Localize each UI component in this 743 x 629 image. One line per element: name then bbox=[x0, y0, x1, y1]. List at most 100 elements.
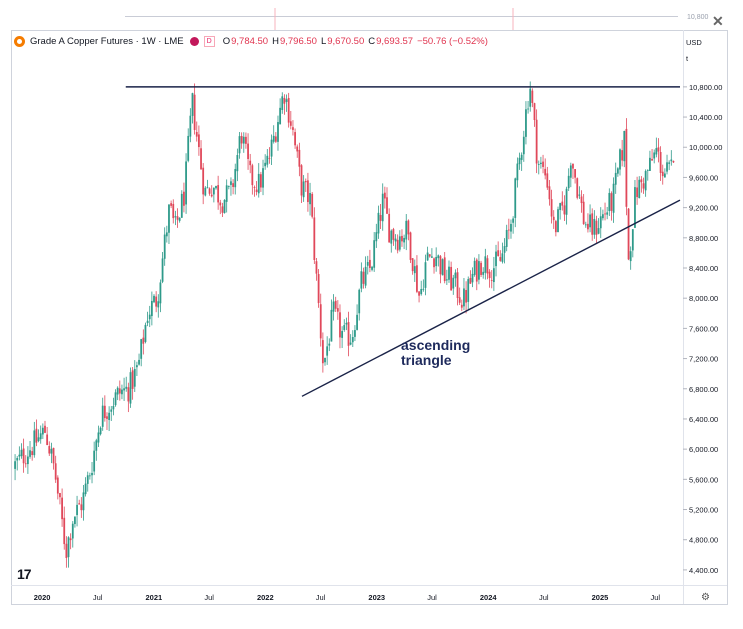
candle-body bbox=[362, 271, 365, 284]
close-icon[interactable]: ✕ bbox=[712, 13, 724, 29]
candle-body bbox=[176, 216, 179, 220]
candle-body bbox=[298, 149, 301, 167]
candle-body bbox=[144, 324, 147, 342]
candle-body bbox=[106, 416, 108, 419]
candle-body bbox=[296, 146, 299, 152]
candle-body bbox=[315, 261, 318, 274]
chart-legend: Grade A Copper Futures · 1W · LME D O9,7… bbox=[14, 33, 492, 49]
symbol-icon[interactable] bbox=[14, 35, 25, 47]
candle-body bbox=[604, 213, 606, 215]
candle-body bbox=[608, 192, 611, 212]
candle-body bbox=[249, 160, 252, 166]
x-tick-label: Jul bbox=[93, 593, 103, 602]
candle-body bbox=[270, 139, 273, 157]
candle-body bbox=[616, 168, 619, 174]
candle-body bbox=[642, 183, 645, 189]
candle-body bbox=[24, 463, 27, 465]
candle-body bbox=[238, 136, 241, 154]
candle-body bbox=[533, 103, 536, 120]
candle-body bbox=[587, 223, 589, 230]
candle-body bbox=[183, 191, 185, 206]
candle-body bbox=[478, 261, 480, 280]
y-tick-label: 5,200.00 bbox=[689, 506, 718, 515]
candle-body bbox=[610, 193, 613, 211]
tradingview-logo-icon[interactable]: 17 bbox=[17, 566, 32, 582]
candle-body bbox=[165, 232, 168, 237]
y-tick-label: 9,600.00 bbox=[689, 173, 718, 182]
settings-icon[interactable]: ⚙ bbox=[701, 592, 710, 603]
candle-body bbox=[663, 173, 666, 178]
top-strip-tick: 10,800 bbox=[687, 14, 709, 21]
candle-body bbox=[142, 337, 145, 344]
candle-body bbox=[114, 392, 117, 406]
candle-body bbox=[599, 216, 602, 229]
candle-body bbox=[125, 386, 128, 389]
candle-body bbox=[136, 365, 138, 368]
candle-body bbox=[245, 136, 247, 144]
candle-body bbox=[351, 336, 354, 343]
candle-body bbox=[535, 119, 538, 164]
candle-body bbox=[557, 209, 559, 233]
y-tick-label: 8,000.00 bbox=[689, 294, 718, 303]
candle-body bbox=[292, 127, 294, 130]
y-tick-label: 10,400.00 bbox=[689, 113, 722, 122]
candle-body bbox=[490, 280, 493, 281]
candle-body bbox=[339, 312, 341, 338]
candle-body bbox=[518, 157, 521, 165]
candle-body bbox=[386, 197, 388, 214]
candle-body bbox=[373, 240, 376, 268]
unit-selector[interactable]: t bbox=[686, 54, 689, 63]
candle-body bbox=[129, 372, 132, 404]
candle-body bbox=[110, 409, 113, 412]
candle-body bbox=[475, 259, 478, 282]
candle-body bbox=[78, 503, 81, 505]
candle-body bbox=[465, 290, 467, 303]
candle-body bbox=[277, 122, 279, 142]
candle-body bbox=[163, 234, 166, 259]
candle-body bbox=[424, 262, 427, 288]
candle-body bbox=[354, 330, 356, 337]
y-tick-label: 8,800.00 bbox=[689, 234, 718, 243]
candle-body bbox=[140, 339, 143, 359]
candle-body bbox=[65, 543, 68, 558]
annotation-line-2: triangle bbox=[401, 352, 452, 368]
symbol-title[interactable]: Grade A Copper Futures · 1W · LME bbox=[30, 35, 184, 47]
y-tick-label: 6,400.00 bbox=[689, 415, 718, 424]
candle-body bbox=[439, 256, 442, 275]
candle-body bbox=[369, 259, 371, 268]
candle-body bbox=[14, 461, 16, 469]
candle-body bbox=[670, 159, 673, 162]
candle-body bbox=[67, 537, 70, 558]
candle-body bbox=[189, 115, 192, 137]
candle-body bbox=[582, 201, 585, 225]
candle-body bbox=[631, 229, 634, 251]
candle-body bbox=[103, 405, 106, 419]
y-tick-label: 5,600.00 bbox=[689, 475, 718, 484]
candle-body bbox=[326, 346, 329, 356]
candle-body bbox=[458, 297, 461, 303]
candle-body bbox=[371, 266, 373, 270]
candle-body bbox=[548, 186, 551, 200]
candle-body bbox=[381, 193, 384, 222]
candle-body bbox=[236, 154, 239, 172]
candle-body bbox=[257, 173, 260, 194]
candle-body bbox=[392, 229, 395, 240]
candle-body bbox=[627, 208, 630, 260]
candle-body bbox=[300, 165, 303, 196]
support-trendline[interactable] bbox=[301, 199, 681, 397]
source-badge: D bbox=[203, 35, 215, 47]
candle-body bbox=[430, 256, 433, 258]
candle-body bbox=[330, 309, 333, 342]
candle-body bbox=[574, 169, 577, 178]
candle-body bbox=[200, 148, 202, 170]
x-tick-label: 2025 bbox=[592, 593, 609, 602]
candle-body bbox=[634, 187, 636, 228]
candle-body bbox=[601, 214, 604, 219]
candle-body bbox=[420, 288, 423, 295]
currency-selector[interactable]: USD bbox=[686, 38, 702, 47]
candle-body bbox=[456, 272, 459, 298]
candle-body bbox=[31, 451, 34, 455]
candle-body bbox=[123, 388, 125, 391]
candle-body bbox=[16, 458, 19, 461]
